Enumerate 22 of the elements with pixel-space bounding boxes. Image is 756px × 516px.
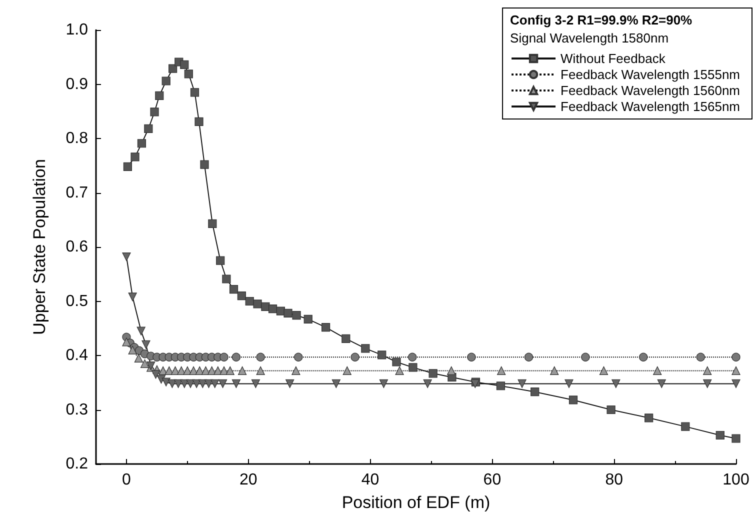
x-tick-label: 20 <box>239 472 258 488</box>
y-tick-label: 0.5 <box>66 292 88 310</box>
legend-label: Feedback Wavelength 1565nm <box>560 99 740 114</box>
y-tick-label: 0.3 <box>66 401 88 418</box>
x-tick-label: 80 <box>605 472 624 488</box>
x-tick-label: 60 <box>483 472 502 488</box>
y-tick-label: 0.4 <box>66 347 88 364</box>
y-tick-label: 0.8 <box>66 130 88 147</box>
y-tick-label: 0.7 <box>66 184 88 202</box>
legend-title: Config 3-2 R1=99.9% R2=90% Signal Wavelength 1580nm <box>510 12 693 46</box>
x-axis-title: Position of EDF (m) <box>342 493 490 512</box>
legend-label: Feedback Wavelength 1555nm <box>560 67 740 82</box>
y-tick-label: 1.0 <box>66 22 88 38</box>
y-tick-label: 0.9 <box>66 76 88 93</box>
x-tick-label: 0 <box>122 472 132 488</box>
x-tick-label: 100 <box>722 472 750 488</box>
legend-label: Feedback Wavelength 1560nm <box>560 83 740 98</box>
legend-label: Without Feedback <box>560 51 666 66</box>
y-axis-title: Upper State Population <box>30 159 49 335</box>
x-tick-label: 40 <box>361 472 380 488</box>
y-tick-label: 0.6 <box>66 238 88 256</box>
y-tick-label: 0.2 <box>66 456 88 472</box>
